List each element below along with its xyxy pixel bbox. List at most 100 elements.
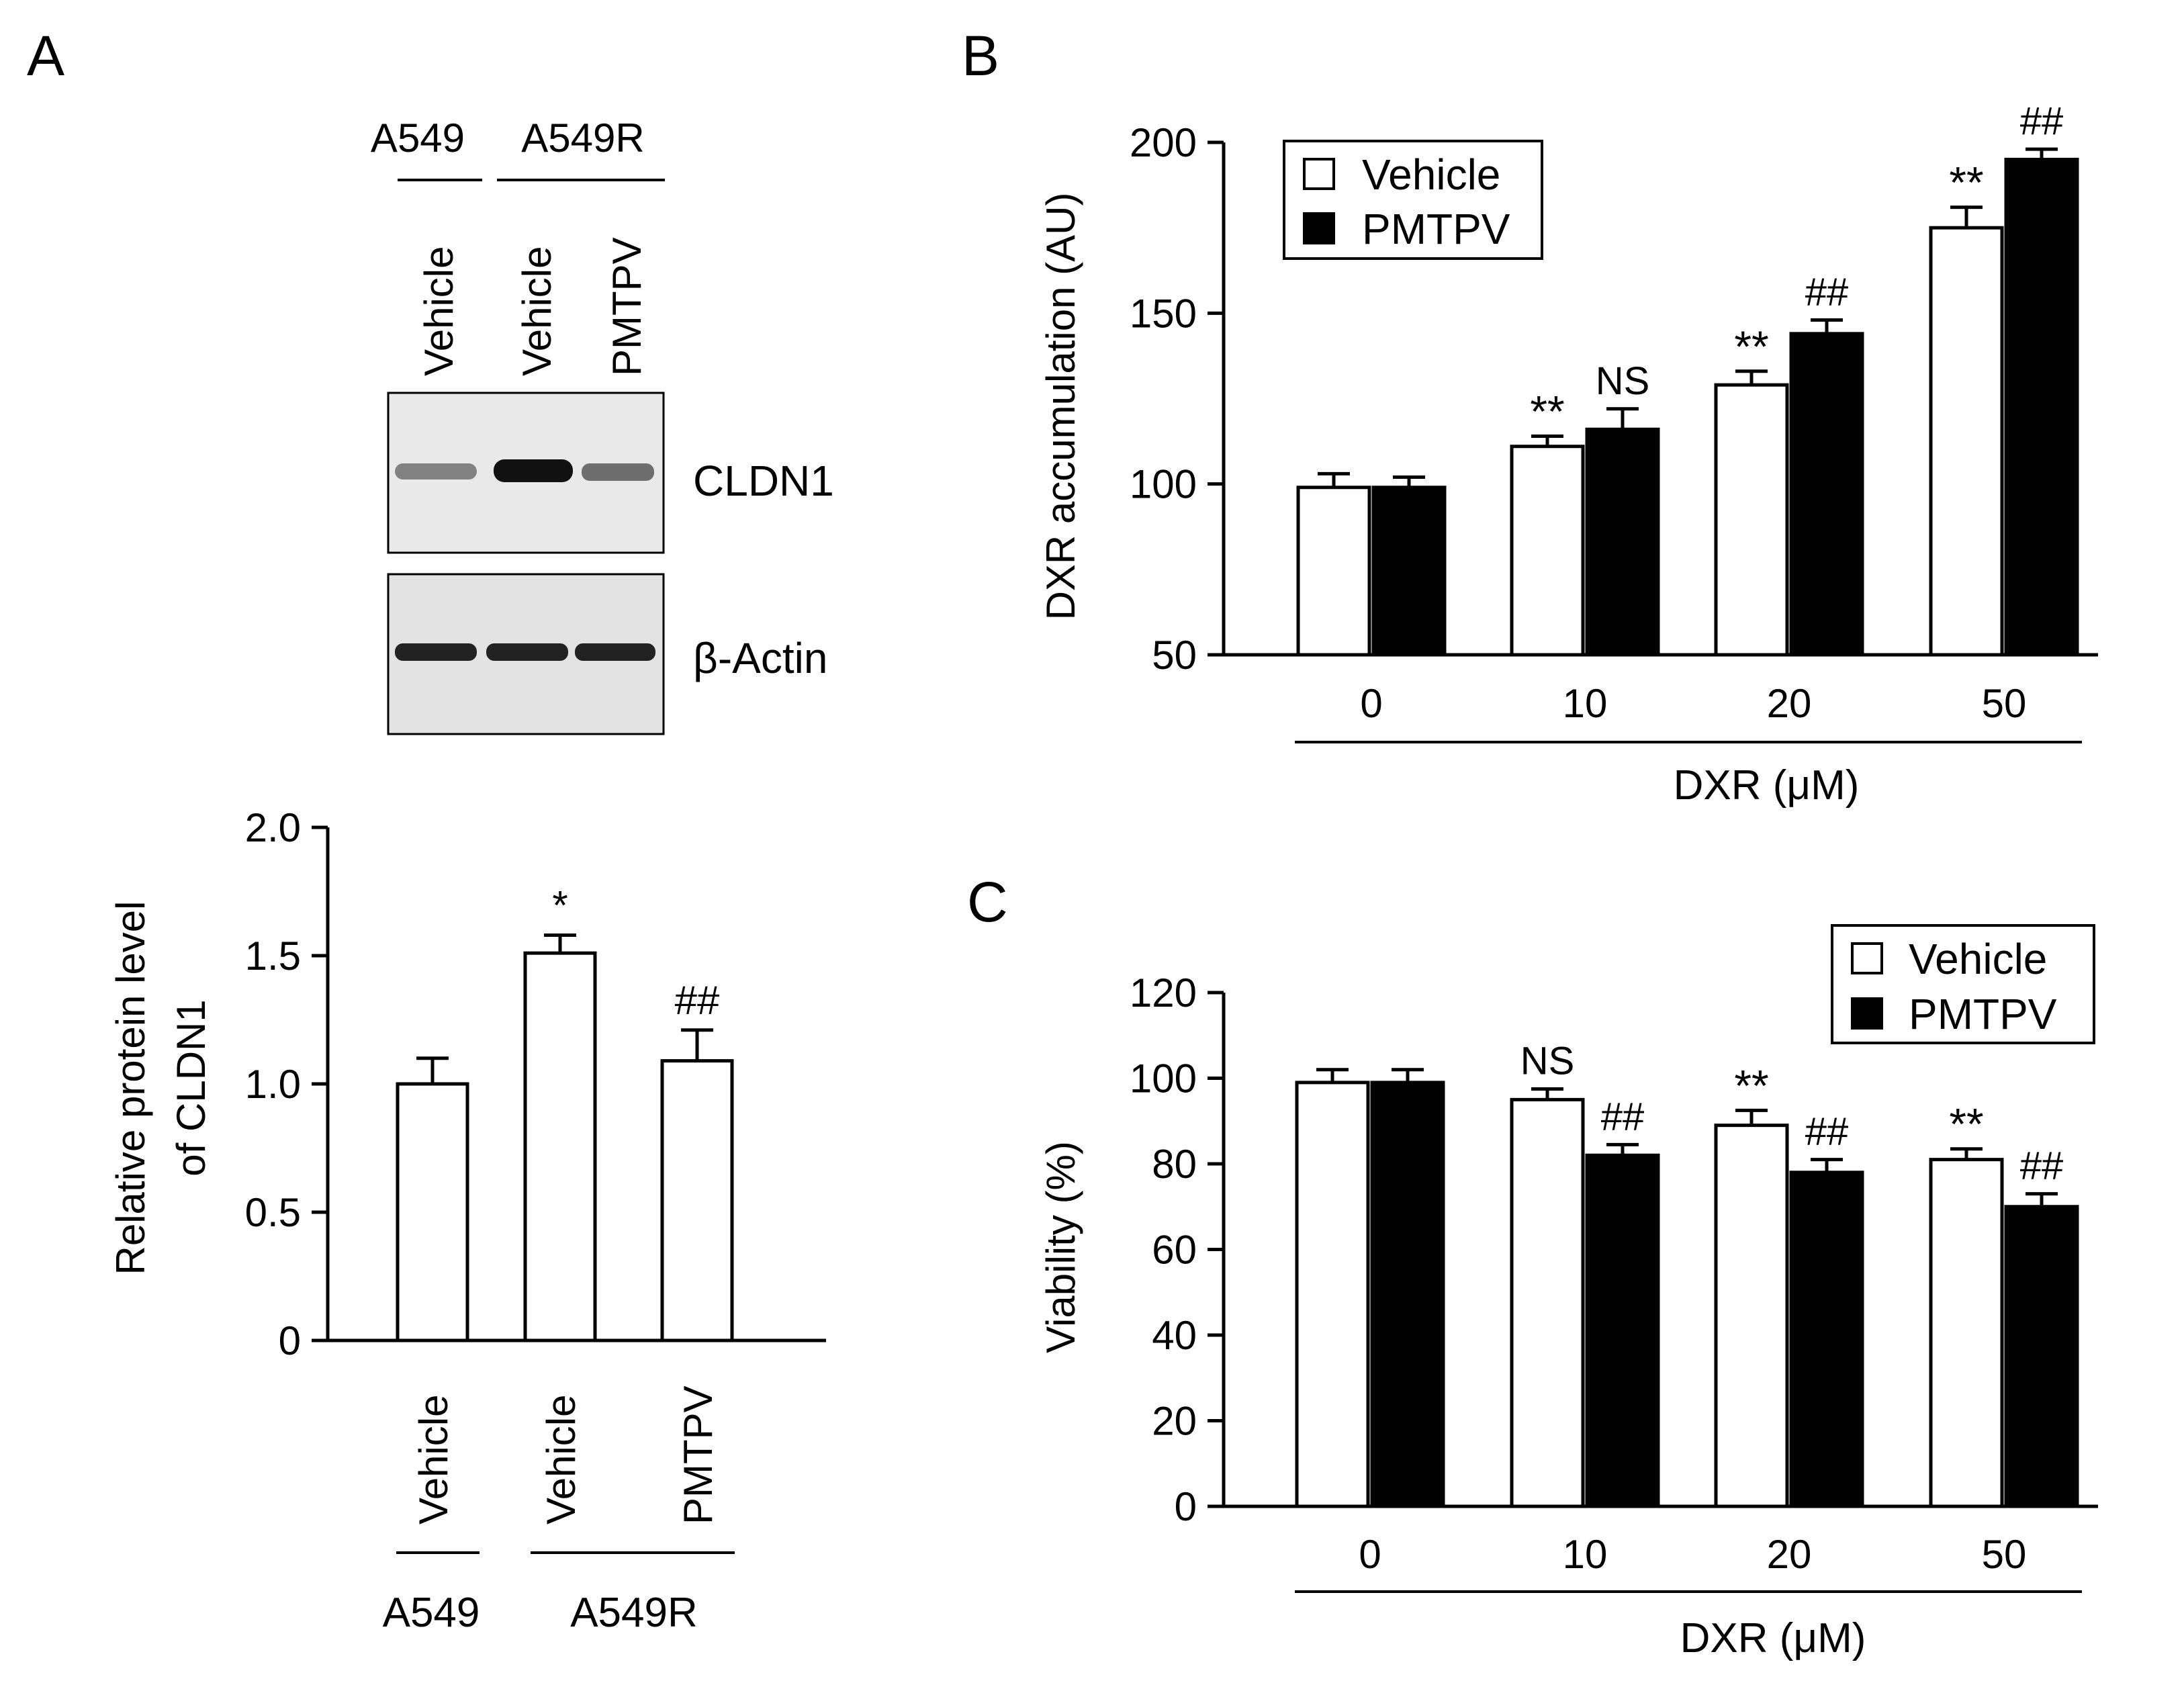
- significance-label: **: [1530, 386, 1564, 436]
- x-category-label: 50: [1982, 681, 2027, 726]
- chart-b-legend-swatch-vehicle: [1303, 158, 1335, 190]
- y-tick-label: 150: [1130, 291, 1197, 336]
- y-tick-label: 120: [1130, 970, 1197, 1015]
- significance-label: ##: [1805, 1110, 1849, 1154]
- x-category-label: 50: [1982, 1532, 2027, 1577]
- y-tick-label: 60: [1152, 1228, 1197, 1273]
- y-tick-label: 0: [279, 1318, 301, 1363]
- x-category-label: 10: [1563, 1532, 1608, 1577]
- y-tick-label: 100: [1130, 1056, 1197, 1101]
- y-tick-label: 20: [1152, 1399, 1197, 1444]
- chart-a-xlabels: Vehicle Vehicle PMTPV A549 A549R: [383, 1385, 735, 1636]
- significance-label: **: [1734, 322, 1768, 371]
- bar: [1929, 1158, 2004, 1508]
- bar: [1510, 1097, 1585, 1508]
- panel-label-b: B: [962, 24, 999, 87]
- bar: [1714, 1124, 1789, 1508]
- y-tick-label: 200: [1130, 120, 1197, 165]
- chart-b-legend-swatch-pmtpv: [1303, 212, 1335, 244]
- significance-label: ##: [1601, 1095, 1645, 1138]
- group-label: A549R: [570, 1590, 698, 1636]
- chart-b-legend-label-pmtpv: PMTPV: [1362, 205, 1510, 253]
- x-category-label: 0: [1360, 681, 1382, 726]
- bar: [1370, 1081, 1445, 1508]
- blot-band-cldn1-3: [582, 463, 654, 481]
- significance-label: *: [552, 882, 567, 927]
- significance-label: **: [1734, 1060, 1768, 1110]
- bar: [1929, 226, 2004, 657]
- chart-c-ylabel: Viability (%): [1038, 1141, 1083, 1353]
- chart-a: * ## 0 0.5 1.0 1.5 2.0 Vehicle Vehicle PMTPV A54…: [108, 805, 826, 1636]
- blot-band-label-cldn1: CLDN1: [693, 457, 834, 505]
- bar: [1295, 1081, 1370, 1508]
- significance-label: ##: [2020, 1144, 2064, 1188]
- blot-band-label-actin: β-Actin: [693, 634, 827, 682]
- bar: [2004, 157, 2079, 657]
- bar: [1510, 445, 1585, 657]
- y-tick-label: 1.5: [245, 933, 301, 978]
- y-tick-label: 0: [1175, 1484, 1197, 1529]
- bar: [1371, 486, 1447, 657]
- bar: [1789, 332, 1864, 657]
- x-category-label: 20: [1767, 681, 1812, 726]
- bar: [1714, 383, 1789, 657]
- y-tick-label: 2.0: [245, 805, 301, 850]
- chart-a-annotations: * ##: [552, 882, 720, 1022]
- bar: [1585, 427, 1660, 657]
- chart-b-xlabel: DXR (μM): [1674, 762, 1860, 809]
- blot-band-actin-2: [486, 643, 568, 661]
- panel-label-a: A: [27, 24, 64, 87]
- y-tick-label: 50: [1152, 633, 1197, 678]
- blot-lane-label-3: PMTPV: [604, 237, 649, 376]
- x-category-label: 10: [1563, 681, 1608, 726]
- panel-label-c: C: [967, 870, 1008, 933]
- y-tick-label: 1.0: [245, 1062, 301, 1107]
- y-tick-label: 80: [1152, 1142, 1197, 1187]
- blot-group-a549r: A549R: [521, 116, 644, 161]
- bar: [396, 1082, 469, 1342]
- bar: [1585, 1153, 1660, 1508]
- blot-band-actin-3: [575, 643, 655, 661]
- significance-label: ##: [2020, 99, 2064, 143]
- bar: [1296, 486, 1371, 657]
- x-category-label: Vehicle: [411, 1395, 456, 1524]
- bar: [660, 1059, 734, 1342]
- chart-a-ylabel-line1: Relative protein level: [108, 901, 153, 1275]
- chart-c-annotations: NS ## ** ## ** ##: [1520, 1039, 2064, 1187]
- significance-label: **: [1949, 1099, 1983, 1149]
- chart-c-yticks: 0 20 40 60 80 100 120: [1130, 970, 1224, 1529]
- bar: [2004, 1205, 2079, 1508]
- blot-band-cldn1-1: [395, 463, 477, 480]
- chart-c-legend-swatch-vehicle: [1851, 942, 1883, 974]
- chart-c-xlabels: 0 10 20 50: [1295, 1532, 2082, 1593]
- blot-band-actin-1: [395, 643, 477, 661]
- chart-c: NS ## ** ## ** ## 0 20 40 60 80 100 120 0 10 20 50 Via…: [1038, 924, 2098, 1661]
- significance-label: **: [1949, 158, 1983, 208]
- bar: [523, 951, 597, 1342]
- y-tick-label: 40: [1152, 1313, 1197, 1358]
- blot-lane-label-2: Vehicle: [514, 246, 559, 376]
- chart-b-bars: [1296, 147, 2079, 657]
- group-label: A549: [383, 1590, 480, 1636]
- y-tick-label: 100: [1130, 462, 1197, 507]
- x-category-label: PMTPV: [676, 1385, 721, 1524]
- chart-b-legend-label-vehicle: Vehicle: [1362, 150, 1500, 199]
- bar: [1789, 1171, 1864, 1508]
- chart-a-yticks: 0 0.5 1.0 1.5 2.0: [245, 805, 328, 1363]
- chart-b-xlabels: 0 10 20 50: [1295, 681, 2082, 743]
- x-category-label: 0: [1359, 1532, 1381, 1577]
- chart-a-bars: [396, 933, 734, 1342]
- y-tick-label: 0.5: [245, 1190, 301, 1235]
- chart-b-annotations: ** NS ** ## ** ##: [1530, 99, 2063, 436]
- significance-label: ##: [675, 978, 720, 1023]
- western-blot: A549 A549R Vehicle Vehicle PMTPV CLDN1 β…: [371, 116, 834, 735]
- x-category-label: 20: [1767, 1532, 1812, 1577]
- chart-a-ylabel-line2: of CLDN1: [169, 999, 214, 1176]
- chart-c-xlabel: DXR (μM): [1680, 1615, 1866, 1661]
- chart-b-yticks: 50 100 150 200: [1130, 120, 1224, 678]
- significance-label: NS: [1596, 359, 1650, 403]
- chart-b-axes: [1222, 142, 2098, 657]
- blot-band-cldn1-2: [494, 459, 573, 482]
- x-category-label: Vehicle: [539, 1395, 584, 1524]
